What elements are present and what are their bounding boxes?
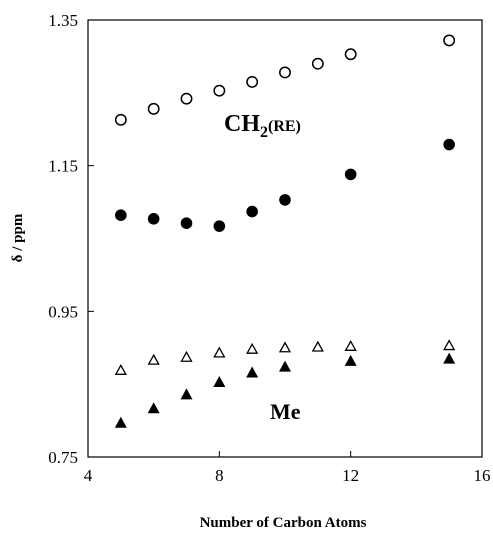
filled-circle-point	[443, 138, 455, 151]
filled-circle-point	[115, 209, 127, 221]
ch2-annotation-subscript: 2	[260, 124, 268, 141]
plot-frame	[87, 19, 483, 458]
axes	[87, 19, 483, 458]
filled-triangle-point	[180, 388, 193, 400]
open-triangle-point	[344, 339, 357, 351]
x-tick-label: 12	[342, 466, 359, 485]
filled-circle-point	[147, 213, 160, 225]
filled-triangle-point	[279, 360, 291, 372]
open-circle-point	[443, 34, 456, 47]
x-tick-label: 16	[474, 466, 491, 485]
open-triangle-point	[311, 340, 324, 352]
open-circle-point	[180, 92, 193, 105]
me-annotation: Me	[270, 399, 301, 424]
filled-triangle-point	[344, 354, 357, 366]
open-circle-point	[246, 75, 259, 88]
ticks: 4 8 12 16 0.75 0.95 1.15 1.35	[48, 11, 490, 485]
open-circle-point	[344, 48, 357, 61]
y-tick-label: 0.95	[48, 302, 78, 321]
filled-circle-point	[279, 194, 291, 206]
ch2-annotation: CH2(RE)	[224, 111, 301, 141]
x-tick-label: 8	[215, 466, 224, 485]
ch2-annotation-main: CH	[224, 111, 260, 137]
open-triangle-point	[246, 342, 259, 354]
filled-circle-point	[180, 217, 193, 230]
filled-circle-point	[344, 168, 357, 181]
open-triangle-point	[278, 341, 292, 353]
open-circle-point	[213, 84, 226, 97]
y-tick-label: 1.15	[48, 157, 78, 176]
data-points	[114, 34, 456, 428]
filled-triangle-point	[213, 375, 226, 387]
open-circle-point	[311, 57, 324, 70]
filled-triangle-point	[246, 366, 259, 378]
filled-triangle-point	[443, 352, 456, 364]
filled-circle-point	[213, 220, 226, 232]
open-circle-point	[147, 102, 160, 115]
filled-triangle-point	[114, 416, 127, 428]
filled-circle-point	[246, 205, 258, 218]
y-tick-label: 1.35	[48, 11, 78, 30]
open-triangle-point	[114, 363, 127, 375]
open-circle-point	[114, 113, 127, 126]
open-triangle-point	[213, 346, 226, 358]
open-circle-point	[279, 66, 291, 79]
open-triangle-point	[443, 339, 456, 351]
x-tick-label: 4	[84, 466, 93, 485]
filled-triangle-point	[147, 402, 160, 414]
x-axis-title: Number of Carbon Atoms	[200, 515, 367, 531]
y-tick-label: 0.75	[48, 448, 78, 467]
y-axis-title: δ / ppm	[10, 213, 26, 262]
open-triangle-point	[180, 350, 193, 362]
ch2-annotation-suffix: (RE)	[268, 118, 301, 135]
open-triangle-point	[147, 353, 160, 365]
